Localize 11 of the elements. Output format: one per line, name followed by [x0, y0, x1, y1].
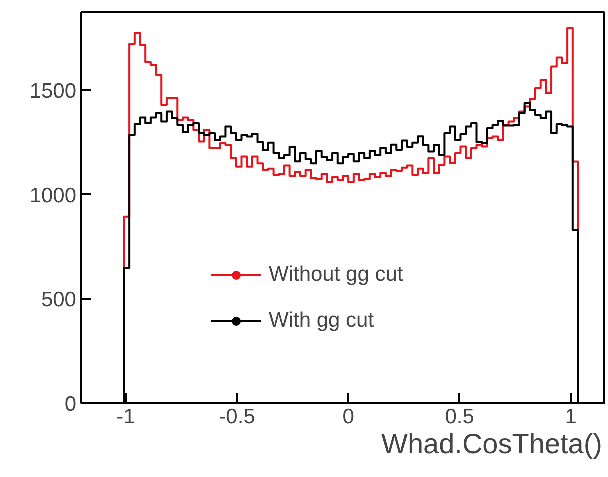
y-tick-label: 1000: [30, 184, 76, 208]
x-tick-label: -0.5: [219, 406, 256, 428]
x-tick-label: 0: [342, 406, 354, 428]
y-tick-label: 1500: [30, 80, 76, 104]
y-tick-label: 500: [41, 288, 77, 312]
x-tick-label: 1: [565, 406, 577, 428]
x-tick-label: -1: [116, 406, 136, 428]
legend-label: With gg cut: [269, 309, 374, 333]
legend-label: Without gg cut: [269, 263, 404, 287]
x-axis-title: Whad.CosTheta(): [382, 428, 603, 460]
x-tick-label: 0.5: [445, 406, 474, 428]
